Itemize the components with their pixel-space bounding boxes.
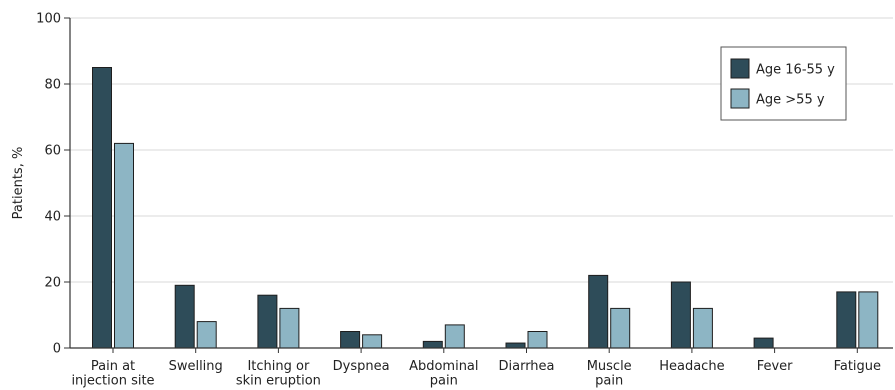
bar-age-16-55-9 xyxy=(836,291,857,349)
bar-age-over-55-5 xyxy=(527,331,548,349)
category-label: Diarrhea xyxy=(498,359,554,374)
bar-age-over-55-1 xyxy=(196,321,217,349)
category-label: Dyspnea xyxy=(333,359,390,374)
category-label: Fever xyxy=(757,359,793,374)
category-label: skin eruption xyxy=(236,374,321,389)
bar-age-over-55-3 xyxy=(362,334,383,349)
bar-age-over-55-0 xyxy=(114,142,134,349)
bar-age-16-55-3 xyxy=(340,331,361,349)
bar-age-16-55-5 xyxy=(505,342,526,349)
bar-age-16-55-4 xyxy=(422,340,443,349)
legend-label-1: Age >55 y xyxy=(756,93,825,108)
category-label: Headache xyxy=(659,359,724,374)
category-label: Pain at xyxy=(91,359,135,374)
y-tick-label: 60 xyxy=(44,144,61,159)
legend-box xyxy=(720,46,847,121)
axes xyxy=(64,17,893,353)
legend-swatch-0 xyxy=(730,58,750,79)
legend-swatch-1 xyxy=(730,88,750,109)
bar-age-16-55-2 xyxy=(257,294,278,349)
category-label: pain xyxy=(595,374,623,389)
bar-age-16-55-6 xyxy=(588,274,609,349)
bar-age-over-55-6 xyxy=(610,307,631,349)
bar-age-16-55-7 xyxy=(670,281,691,349)
bar-age-over-55-4 xyxy=(444,324,465,349)
bar-age-16-55-1 xyxy=(174,284,195,349)
bar-age-over-55-9 xyxy=(858,291,879,349)
bar-age-over-55-7 xyxy=(692,307,713,349)
category-label: Swelling xyxy=(169,359,223,374)
y-tick-label: 0 xyxy=(53,342,61,357)
category-label: injection site xyxy=(71,374,154,389)
category-label: Abdominal xyxy=(409,359,478,374)
bar-age-over-55-2 xyxy=(279,307,300,349)
legend: Age 16-55 y Age >55 y xyxy=(720,46,847,121)
category-label: Itching or xyxy=(247,359,310,374)
category-label: Muscle xyxy=(587,359,632,374)
y-tick-label: 20 xyxy=(44,276,61,291)
y-tick-label: 80 xyxy=(44,78,61,93)
y-tick-label: 100 xyxy=(36,12,61,27)
y-tick-label: 40 xyxy=(44,210,61,225)
category-label: Fatigue xyxy=(834,359,881,374)
legend-label-0: Age 16-55 y xyxy=(756,63,835,78)
bar-age-16-55-8 xyxy=(753,337,774,349)
y-axis-title: Patients, % xyxy=(11,147,26,220)
category-label: pain xyxy=(430,374,458,389)
bar-age-16-55-0 xyxy=(92,67,112,349)
